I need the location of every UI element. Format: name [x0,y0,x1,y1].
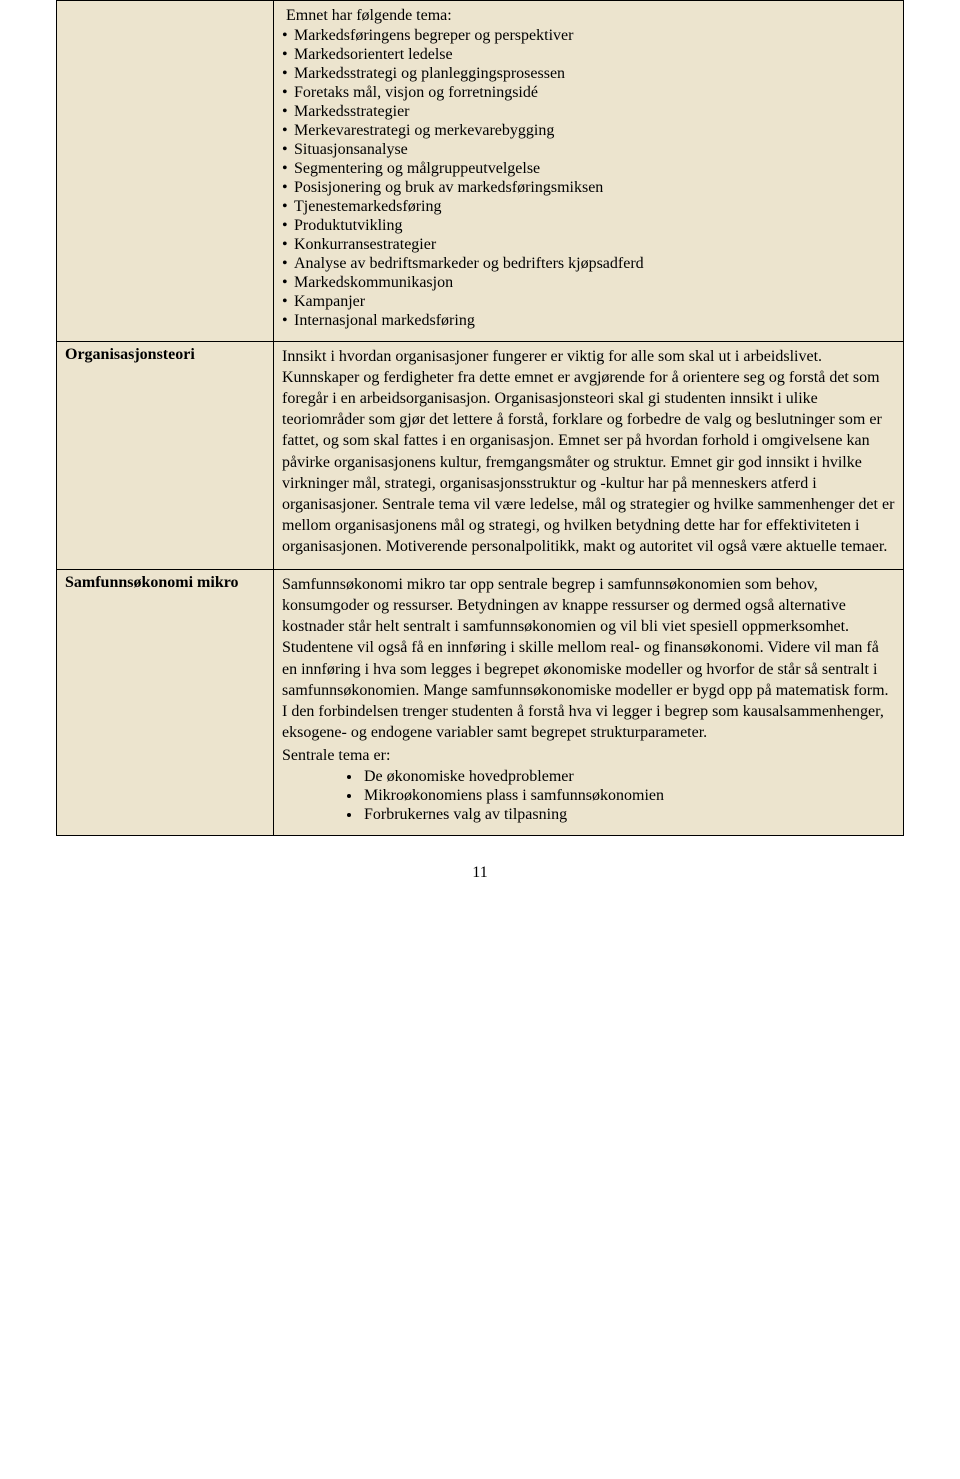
list-item: Tjenestemarkedsføring [282,198,895,216]
list-item: Analyse av bedriftsmarkeder og bedrifter… [282,255,895,273]
list-item: Forbrukernes valg av tilpasning [362,806,895,824]
list-item: Segmentering og målgruppeutvelgelse [282,160,895,178]
topic-list: Markedsføringens begreper og perspektive… [282,27,895,330]
list-item: Kampanjer [282,293,895,311]
row-content-cell: Emnet har følgende tema: Markedsføringen… [274,1,904,342]
sub-intro: Sentrale tema er: [282,745,895,766]
row-label-cell: Samfunnsøkonomi mikro [57,570,274,836]
table-row: Samfunnsøkonomi mikro Samfunnsøkonomi mi… [57,570,904,836]
list-item: Merkevarestrategi og merkevarebygging [282,122,895,140]
row-label-cell: Organisasjonsteori [57,342,274,570]
row-paragraph: Innsikt i hvordan organisasjoner fungere… [282,346,895,557]
row-paragraph: Samfunnsøkonomi mikro tar opp sentrale b… [282,574,895,743]
intro-text: Emnet har følgende tema: [286,7,895,25]
list-item: Markedsstrategier [282,103,895,121]
list-item: Markedsføringens begreper og perspektive… [282,27,895,45]
list-item: Markedsstrategi og planleggingsprosessen [282,65,895,83]
page-container: Emnet har følgende tema: Markedsføringen… [0,0,960,922]
list-item: Situasjonsanalyse [282,141,895,159]
row-label-cell [57,1,274,342]
list-item: Foretaks mål, visjon og forretningsidé [282,84,895,102]
row-label: Organisasjonsteori [65,346,195,363]
course-table: Emnet har følgende tema: Markedsføringen… [56,0,904,836]
row-content-cell: Samfunnsøkonomi mikro tar opp sentrale b… [274,570,904,836]
list-item: Posisjonering og bruk av markedsføringsm… [282,179,895,197]
list-item: Mikroøkonomiens plass i samfunnsøkonomie… [362,787,895,805]
list-item: Produktutvikling [282,217,895,235]
list-item: Konkurransestrategier [282,236,895,254]
row-content-cell: Innsikt i hvordan organisasjoner fungere… [274,342,904,570]
list-item: Markedskommunikasjon [282,274,895,292]
list-item: Internasjonal markedsføring [282,312,895,330]
table-row: Emnet har følgende tema: Markedsføringen… [57,1,904,342]
list-item: De økonomiske hovedproblemer [362,768,895,786]
list-item: Markedsorientert ledelse [282,46,895,64]
bullet-list: De økonomiske hovedproblemer Mikroøkonom… [282,768,895,824]
table-row: Organisasjonsteori Innsikt i hvordan org… [57,342,904,570]
row-label: Samfunnsøkonomi mikro [65,574,239,591]
page-number: 11 [56,864,904,882]
